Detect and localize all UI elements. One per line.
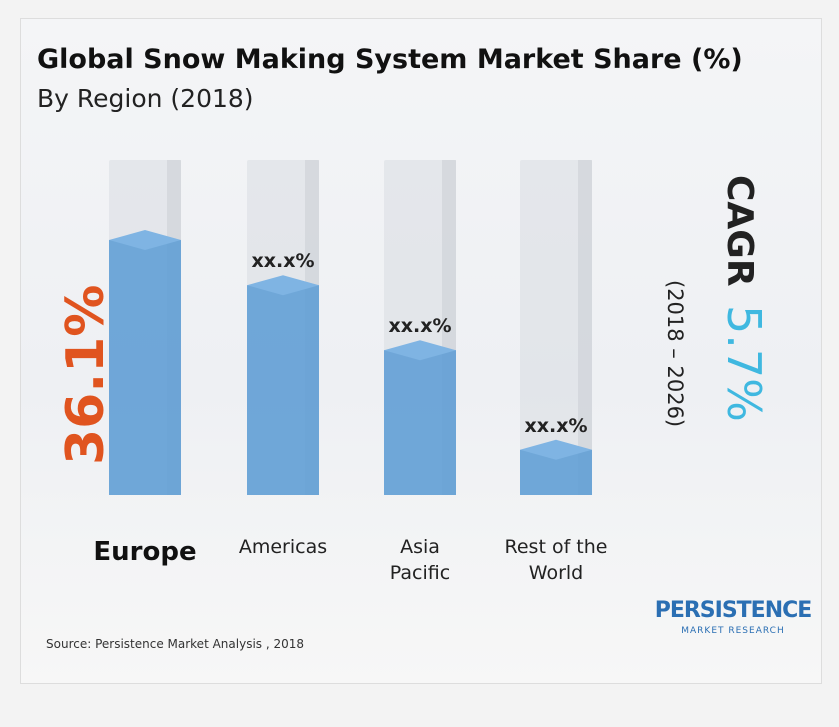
- logo-tagline: MARKET RESEARCH: [681, 626, 784, 636]
- value-label: xx.x%: [388, 315, 451, 337]
- value-label: xx.x%: [251, 250, 314, 272]
- source: Source: Persistence Market Analysis , 20…: [46, 637, 304, 651]
- category-label: Americas: [238, 536, 328, 558]
- cagr-value: 5.7%: [717, 305, 771, 422]
- chart-subtitle: By Region (2018): [37, 84, 254, 113]
- column-ghost-side: [578, 160, 592, 495]
- value-label-group: 36.1%: [56, 285, 116, 465]
- bar: [247, 285, 319, 495]
- bar-top: [109, 230, 181, 250]
- category-label: Asia Pacific: [389, 536, 451, 584]
- cagr-label: CAGR: [719, 175, 760, 287]
- category-label: Europe: [93, 537, 197, 567]
- bar-top: [520, 439, 592, 460]
- bar-top: [247, 275, 319, 296]
- column-ghost: [520, 160, 592, 495]
- logo-name: PERSISTENCE: [655, 598, 812, 623]
- bar: [384, 350, 456, 495]
- category-label: Rest of the World: [504, 536, 608, 584]
- chart-title: Global Snow Making System Market Share (…: [37, 44, 743, 75]
- value-label: 36.1%: [56, 285, 116, 465]
- cagr-period: (2018 – 2026): [663, 280, 687, 427]
- bar-top: [384, 340, 456, 361]
- value-label: xx.x%: [524, 415, 587, 437]
- bar: [109, 240, 181, 495]
